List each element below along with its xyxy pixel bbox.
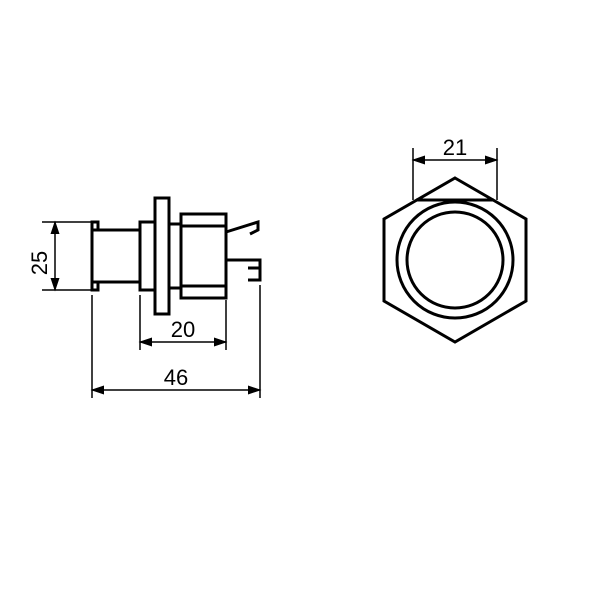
dim-length-partial: 20 <box>171 317 195 342</box>
side-view: 25 20 46 <box>27 198 260 398</box>
end-view: 21 <box>384 135 526 342</box>
dim-height: 25 <box>27 251 52 275</box>
dim-hex-width: 21 <box>443 135 467 160</box>
dim-length-full: 46 <box>164 365 188 390</box>
technical-drawing: 25 20 46 <box>0 0 610 610</box>
